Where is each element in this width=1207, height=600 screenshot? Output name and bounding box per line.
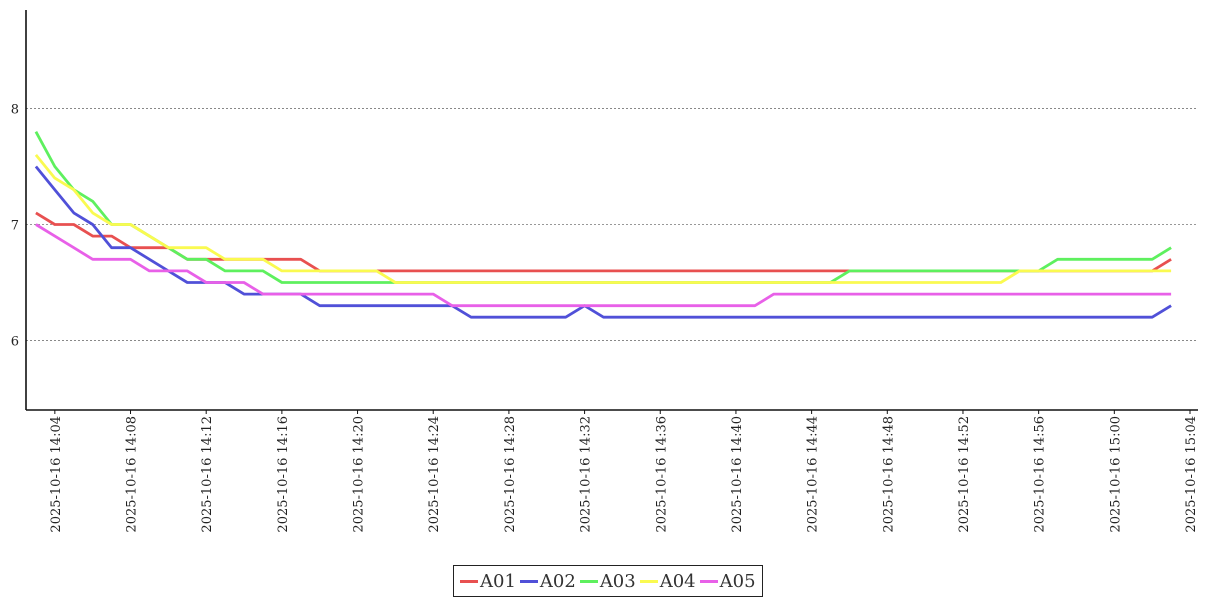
legend-label: A03 (599, 570, 636, 592)
y-tick-label: 7 (11, 218, 19, 233)
legend-item-a04: A04 (639, 570, 696, 592)
x-tick-label: 2025-10-16 14:44 (806, 416, 821, 533)
x-tick-label: 2025-10-16 14:36 (654, 416, 669, 533)
legend: A01 A02 A03 A04 A05 (453, 565, 763, 597)
x-tick-label: 2025-10-16 14:52 (957, 416, 972, 533)
x-tick-label: 2025-10-16 14:20 (352, 416, 367, 533)
x-tick-label: 2025-10-16 15:04 (1184, 416, 1199, 533)
series-line-a03 (34, 131, 1172, 284)
legend-label: A02 (539, 570, 576, 592)
series-line-a04 (34, 154, 1172, 284)
axes (25, 10, 1198, 411)
legend-label: A05 (719, 570, 756, 592)
x-tick-label: 2025-10-16 14:40 (730, 416, 745, 533)
legend-item-a03: A03 (579, 570, 636, 592)
legend-label: A04 (659, 570, 696, 592)
x-tick-label: 2025-10-16 14:48 (881, 416, 896, 533)
series-lines (34, 131, 1172, 319)
legend-item-a01: A01 (460, 571, 516, 592)
x-tick-label: 2025-10-16 14:16 (276, 416, 291, 533)
x-tick-label: 2025-10-16 14:28 (503, 416, 518, 533)
x-tick-label: 2025-10-16 14:08 (125, 416, 140, 533)
x-tick-labels: 2025-10-16 14:04 2025-10-16 14:08 2025-10-… (49, 410, 1199, 533)
x-tick-label: 2025-10-16 14:56 (1033, 416, 1048, 533)
legend-swatch (699, 579, 718, 583)
grid-lines (26, 108, 1196, 341)
x-tick-label: 2025-10-16 14:12 (200, 416, 215, 533)
x-tick-label: 2025-10-16 14:32 (579, 416, 594, 533)
y-tick-label: 6 (11, 334, 19, 349)
series-line-a01 (35, 211, 1172, 273)
legend-item-a05: A05 (699, 570, 756, 592)
legend-item-a02: A02 (519, 570, 576, 592)
legend-swatch (519, 579, 538, 583)
legend-swatch (639, 579, 658, 583)
x-tick-label: 2025-10-16 14:04 (49, 416, 64, 533)
y-tick-label: 8 (11, 103, 19, 118)
series-line-a05 (35, 223, 1172, 308)
legend-label: A01 (480, 570, 516, 592)
x-tick-label: 2025-10-16 15:00 (1108, 416, 1123, 533)
legend-swatch (579, 579, 598, 583)
x-tick-label: 2025-10-16 14:24 (427, 416, 442, 533)
legend-swatch (460, 579, 478, 583)
y-tick-labels: 6 7 8 (11, 103, 19, 350)
